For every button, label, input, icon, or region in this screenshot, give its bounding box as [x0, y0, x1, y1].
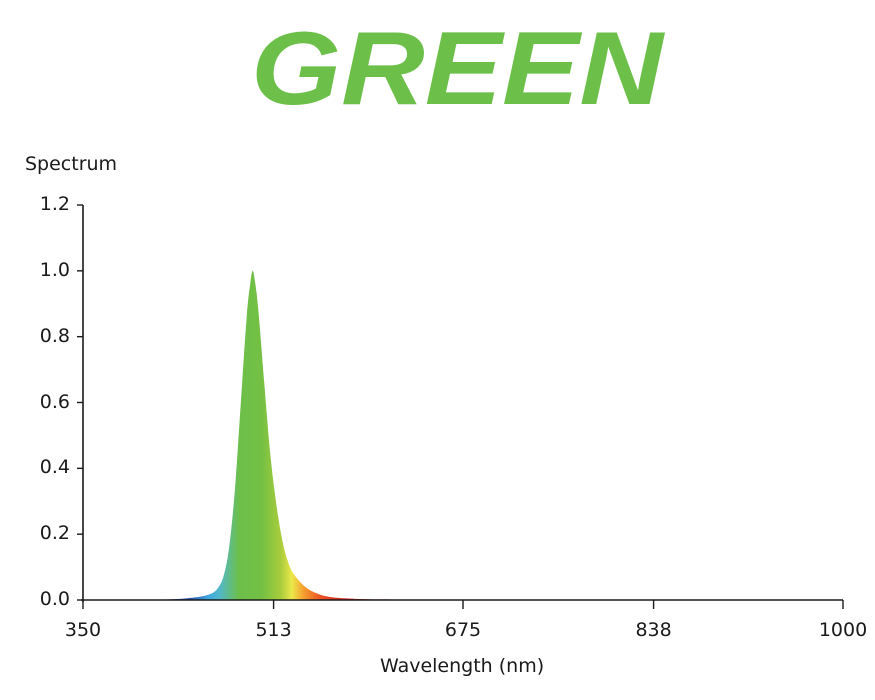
x-axis-label: Wavelength (nm)	[380, 655, 545, 677]
y-axis-label: Spectrum	[25, 153, 118, 175]
x-tick-label: 675	[444, 619, 482, 641]
y-tick-label: 0.2	[39, 522, 70, 545]
chart-title-logo: GREEN	[0, 0, 875, 120]
x-tick-label: 513	[255, 619, 292, 641]
x-tick-label: 1000	[818, 619, 868, 641]
y-tick-label: 0.0	[39, 588, 70, 610]
axes	[81, 205, 843, 602]
x-tick-label: 350	[64, 619, 102, 641]
spectrum-area	[83, 270, 843, 600]
x-tick-label: 838	[635, 619, 672, 641]
y-tick-label: 1.0	[39, 258, 70, 281]
y-tick-label: 0.6	[39, 390, 70, 413]
y-tick-label: 0.4	[39, 456, 70, 479]
y-tick-label: 0.8	[39, 324, 70, 347]
chart-title: GREEN	[251, 11, 665, 120]
y-tick-label: 1.2	[39, 193, 70, 215]
